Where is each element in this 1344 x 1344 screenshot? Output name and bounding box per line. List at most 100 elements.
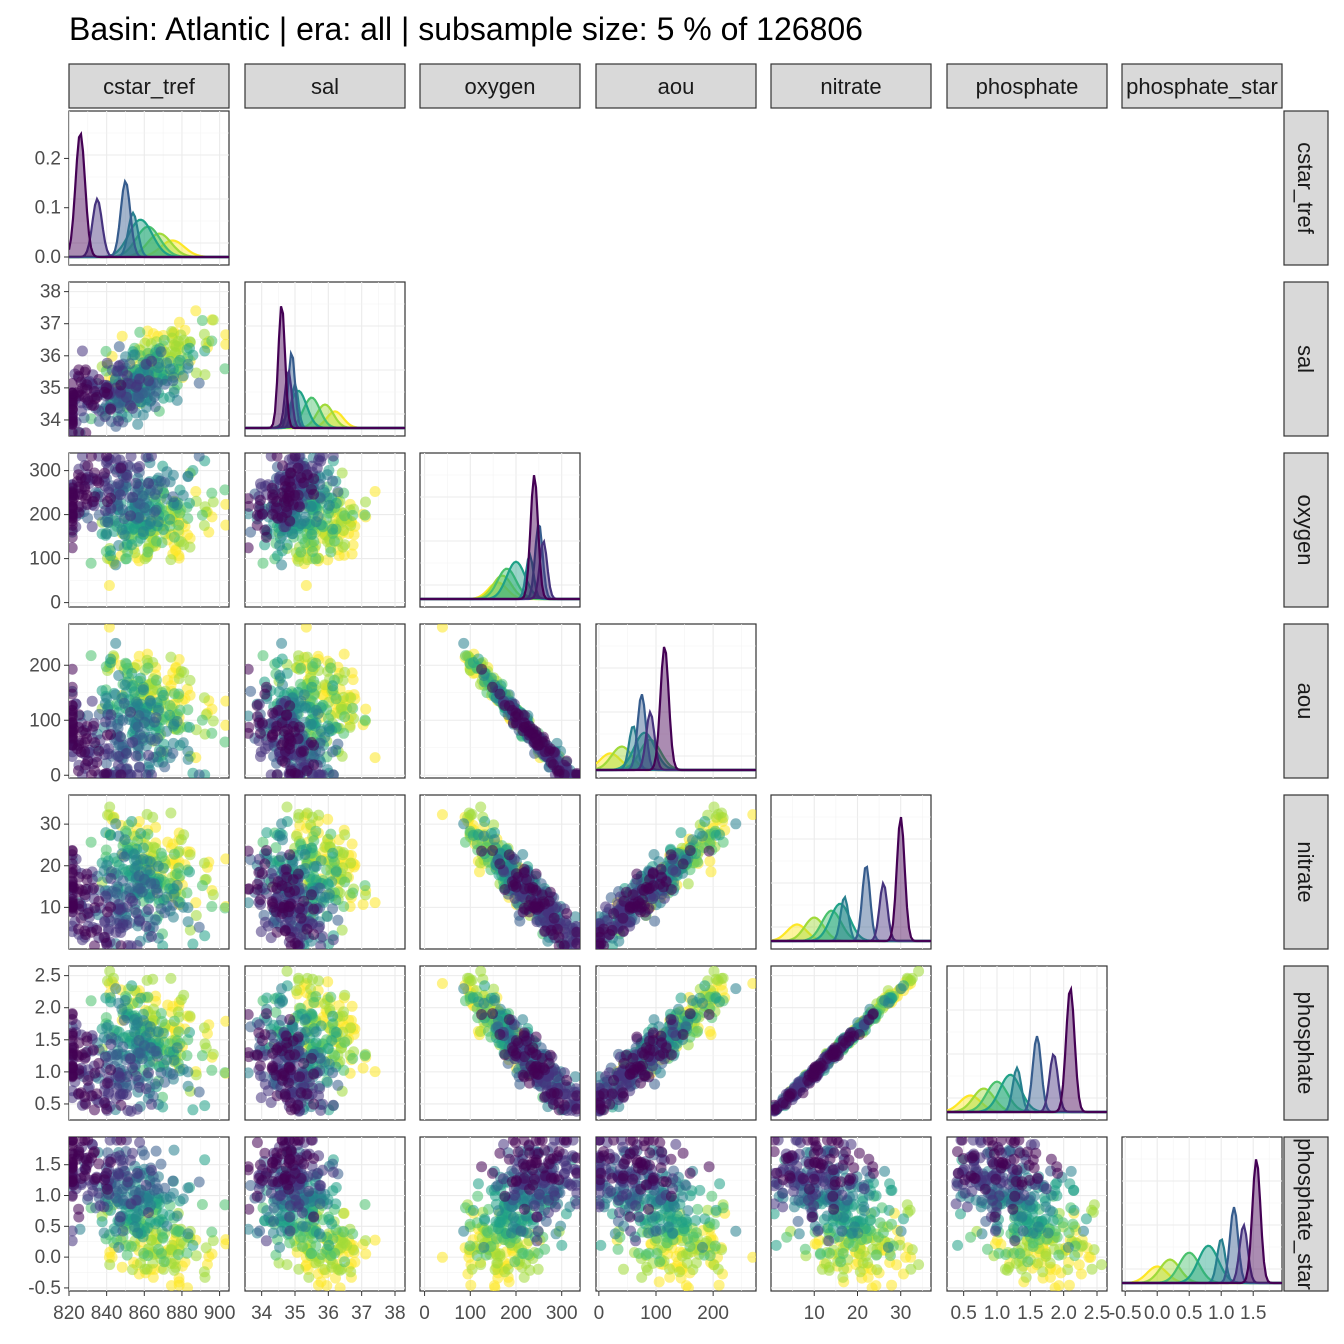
scatter-point (346, 838, 358, 850)
panel-nitrate-vs-aou (595, 794, 757, 950)
scatter-point (131, 462, 143, 474)
scatter-point (310, 825, 322, 837)
scatter-point (512, 871, 524, 883)
scatter-point (150, 712, 162, 724)
scatter-point (284, 886, 296, 898)
scatter-point (571, 937, 580, 949)
scatter-point (102, 975, 113, 987)
scatter-point (131, 940, 143, 949)
scatter-point (313, 975, 325, 987)
density-area (69, 199, 229, 257)
density-area (420, 575, 580, 599)
scatter-point (257, 836, 269, 848)
scatter-point (127, 680, 139, 692)
scatter-point (306, 842, 318, 854)
scatter-point (254, 894, 266, 906)
scatter-point (295, 662, 307, 674)
scatter-point (206, 335, 218, 347)
scatter-point (118, 1014, 130, 1026)
scatter-point (115, 769, 127, 778)
scatter-point (93, 374, 105, 385)
scatter-point (184, 674, 196, 686)
scatter-point (69, 858, 78, 870)
scatter-point (102, 809, 113, 821)
scatter-point (143, 477, 154, 489)
scatter-point (113, 670, 125, 681)
scatter-point (100, 345, 112, 357)
scatter-point (150, 1045, 162, 1057)
scatter-point (103, 580, 115, 591)
scatter-point (278, 491, 289, 503)
scatter-point (518, 717, 530, 729)
scatter-point (101, 906, 113, 918)
scatter-point (101, 453, 112, 462)
scatter-point (168, 1054, 180, 1066)
scatter-point (79, 746, 91, 758)
scatter-point (220, 498, 229, 510)
scatter-point (166, 326, 178, 337)
scatter-point (193, 453, 205, 462)
scatter-point (93, 708, 105, 720)
scatter-point (260, 531, 272, 543)
scatter-point (295, 746, 307, 758)
panel-aou-vs-aou (595, 623, 757, 779)
scatter-point (279, 746, 291, 758)
scatter-point (339, 510, 351, 522)
scatter-point (618, 895, 630, 907)
scatter-point (259, 858, 271, 870)
scatter-point (89, 902, 101, 914)
scatter-point (436, 624, 448, 633)
scatter-point (261, 827, 273, 839)
scatter-point (89, 940, 100, 949)
scatter-point (182, 513, 194, 524)
scatter-point (301, 807, 313, 819)
strip-top-aou: aou (595, 63, 757, 109)
scatter-point (277, 679, 288, 691)
scatter-point (182, 683, 193, 695)
scatter-point (132, 418, 144, 430)
scatter-point (91, 1088, 103, 1100)
scatter-point (137, 409, 149, 421)
scatter-point (357, 1062, 369, 1074)
strip-right-label: cstar_tref (1293, 142, 1318, 235)
scatter-point (259, 743, 271, 755)
scatter-point (606, 924, 618, 936)
scatter-point (89, 1067, 101, 1079)
scatter-point (178, 989, 190, 1001)
strip-top-label: phosphate_star (1126, 74, 1278, 99)
scatter-point (608, 908, 620, 919)
scatter-point (308, 903, 320, 915)
scatter-point (494, 688, 506, 700)
scatter-point (115, 379, 127, 391)
scatter-point (69, 681, 78, 693)
scatter-point (93, 1057, 105, 1069)
scatter-point (187, 1104, 199, 1116)
scatter-point (167, 491, 179, 503)
panel-aou-vs-sal (244, 623, 406, 779)
scatter-point (327, 523, 339, 535)
scatter-point (620, 886, 632, 898)
scatter-point (73, 364, 85, 376)
scatter-point (488, 834, 500, 846)
scatter-point (530, 868, 542, 880)
scatter-point (137, 1015, 149, 1027)
scatter-point (199, 345, 211, 357)
scatter-point (105, 550, 116, 562)
scatter-point (285, 467, 297, 479)
scatter-point (697, 830, 708, 842)
scatter-point (545, 756, 557, 768)
scatter-point (140, 769, 152, 778)
scatter-point (101, 1022, 113, 1034)
scatter-point (168, 688, 180, 700)
scatter-point (279, 924, 291, 936)
scatter-point (561, 908, 573, 919)
scatter-point (647, 893, 659, 905)
scatter-point (167, 737, 179, 749)
density-area (245, 397, 405, 428)
scatter-point (487, 845, 498, 856)
scatter-point (135, 992, 147, 1004)
scatter-point (293, 555, 304, 567)
scatter-point (111, 918, 123, 930)
scatter-point (245, 663, 254, 675)
scatter-point (193, 921, 205, 933)
